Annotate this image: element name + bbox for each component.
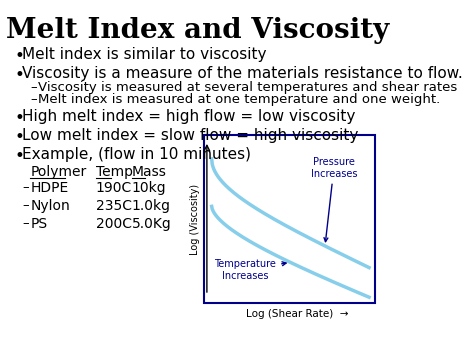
Text: 10kg: 10kg [132, 181, 166, 195]
Text: 200C: 200C [96, 217, 132, 231]
Text: Melt Index and Viscosity: Melt Index and Viscosity [6, 17, 389, 44]
Text: Log (Shear Rate)  →: Log (Shear Rate) → [246, 309, 349, 319]
FancyBboxPatch shape [204, 135, 375, 303]
Text: •: • [14, 128, 24, 146]
Text: –: – [30, 81, 37, 94]
Text: •: • [14, 147, 24, 165]
Text: Mass: Mass [132, 165, 167, 179]
Text: 1.0kg: 1.0kg [132, 199, 171, 213]
Text: –: – [22, 217, 29, 230]
Text: Log (Viscosity): Log (Viscosity) [191, 184, 201, 255]
Text: Temperature
Increases: Temperature Increases [214, 259, 286, 280]
Text: High melt index = high flow = low viscosity: High melt index = high flow = low viscos… [22, 109, 356, 124]
Text: HDPE: HDPE [30, 181, 69, 195]
Text: PS: PS [30, 217, 47, 231]
Text: 190C: 190C [96, 181, 132, 195]
Text: •: • [14, 47, 24, 65]
Text: Nylon: Nylon [30, 199, 70, 213]
Text: Pressure
Increases: Pressure Increases [310, 157, 357, 242]
Text: •: • [14, 66, 24, 84]
Text: 235C: 235C [96, 199, 132, 213]
Text: –: – [30, 93, 37, 106]
Text: Temp: Temp [96, 165, 133, 179]
Text: Polymer: Polymer [30, 165, 87, 179]
Text: Melt index is measured at one temperature and one weight.: Melt index is measured at one temperatur… [38, 93, 440, 106]
Text: •: • [14, 109, 24, 127]
Text: Viscosity is a measure of the materials resistance to flow.: Viscosity is a measure of the materials … [22, 66, 463, 81]
Text: Low melt index = slow flow = high viscosity: Low melt index = slow flow = high viscos… [22, 128, 359, 143]
Text: Example, (flow in 10 minutes): Example, (flow in 10 minutes) [22, 147, 251, 162]
Text: –: – [22, 181, 29, 194]
Text: Melt index is similar to viscosity: Melt index is similar to viscosity [22, 47, 267, 62]
Text: 5.0Kg: 5.0Kg [132, 217, 172, 231]
Text: Viscosity is measured at several temperatures and shear rates: Viscosity is measured at several tempera… [38, 81, 457, 94]
Text: –: – [22, 199, 29, 212]
